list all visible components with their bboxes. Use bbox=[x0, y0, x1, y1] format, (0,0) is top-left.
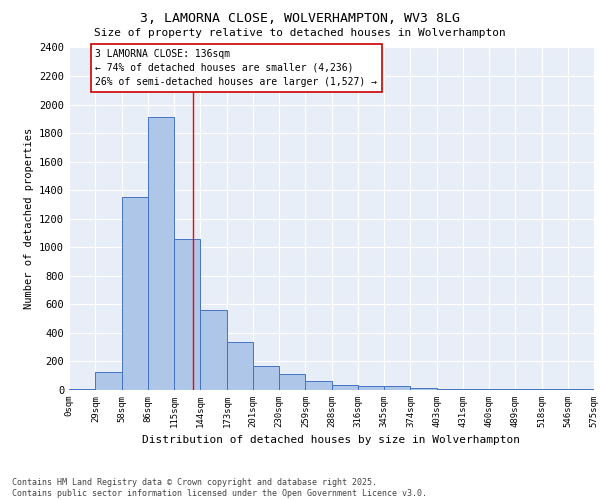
Text: 3 LAMORNA CLOSE: 136sqm
← 74% of detached houses are smaller (4,236)
26% of semi: 3 LAMORNA CLOSE: 136sqm ← 74% of detache… bbox=[95, 49, 377, 87]
Bar bbox=[568, 388, 594, 390]
Text: Size of property relative to detached houses in Wolverhampton: Size of property relative to detached ho… bbox=[94, 28, 506, 38]
Bar bbox=[305, 382, 332, 390]
Bar bbox=[279, 374, 305, 390]
Bar bbox=[148, 118, 174, 390]
Bar bbox=[332, 385, 358, 390]
Text: 3, LAMORNA CLOSE, WOLVERHAMPTON, WV3 8LG: 3, LAMORNA CLOSE, WOLVERHAMPTON, WV3 8LG bbox=[140, 12, 460, 26]
Bar bbox=[384, 386, 410, 390]
X-axis label: Distribution of detached houses by size in Wolverhampton: Distribution of detached houses by size … bbox=[143, 436, 521, 446]
Bar bbox=[227, 342, 253, 390]
Bar bbox=[122, 196, 148, 390]
Bar bbox=[410, 388, 437, 390]
Text: Contains HM Land Registry data © Crown copyright and database right 2025.
Contai: Contains HM Land Registry data © Crown c… bbox=[12, 478, 427, 498]
Bar bbox=[253, 366, 279, 390]
Bar bbox=[358, 386, 384, 390]
Bar bbox=[69, 388, 95, 390]
Bar bbox=[95, 372, 122, 390]
Bar bbox=[174, 240, 200, 390]
Bar bbox=[200, 310, 227, 390]
Y-axis label: Number of detached properties: Number of detached properties bbox=[23, 128, 34, 310]
